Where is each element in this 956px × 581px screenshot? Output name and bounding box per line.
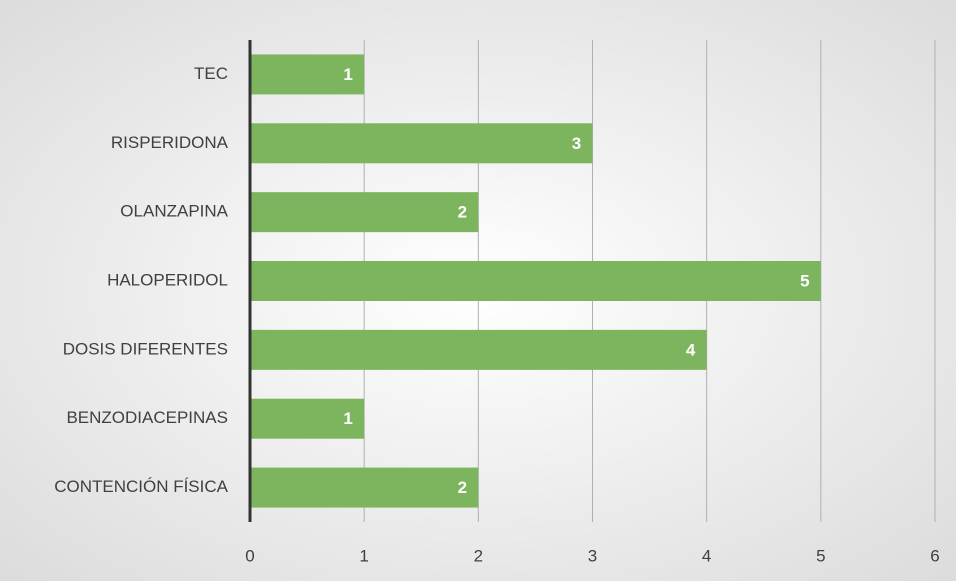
y-tick-label: RISPERIDONA <box>111 133 229 152</box>
bar <box>250 192 479 233</box>
x-tick-label: 3 <box>588 546 597 565</box>
x-tick-label: 4 <box>702 546 711 565</box>
value-label: 5 <box>800 271 809 290</box>
x-tick-label: 0 <box>245 546 254 565</box>
value-label: 2 <box>458 203 467 222</box>
x-tick-label: 2 <box>474 546 483 565</box>
y-tick-label: DOSIS DIFERENTES <box>63 339 228 358</box>
bar <box>250 123 593 164</box>
y-tick-label: OLANZAPINA <box>120 202 228 221</box>
y-tick-label: HALOPERIDOL <box>107 270 228 289</box>
value-label: 2 <box>458 478 467 497</box>
x-tick-label: 6 <box>930 546 939 565</box>
y-tick-label: BENZODIACEPINAS <box>66 408 228 427</box>
bar <box>250 54 365 95</box>
y-tick-label: TEC <box>194 64 228 83</box>
value-label: 3 <box>572 134 581 153</box>
bar <box>250 467 479 508</box>
value-label: 1 <box>343 65 352 84</box>
bar <box>250 329 707 370</box>
value-label: 1 <box>343 409 352 428</box>
x-tick-label: 5 <box>816 546 825 565</box>
bar <box>250 261 821 301</box>
x-tick-label: 1 <box>359 546 368 565</box>
y-tick-label: CONTENCIÓN FÍSICA <box>54 477 228 496</box>
value-label: 4 <box>686 340 696 359</box>
bar <box>250 398 365 439</box>
